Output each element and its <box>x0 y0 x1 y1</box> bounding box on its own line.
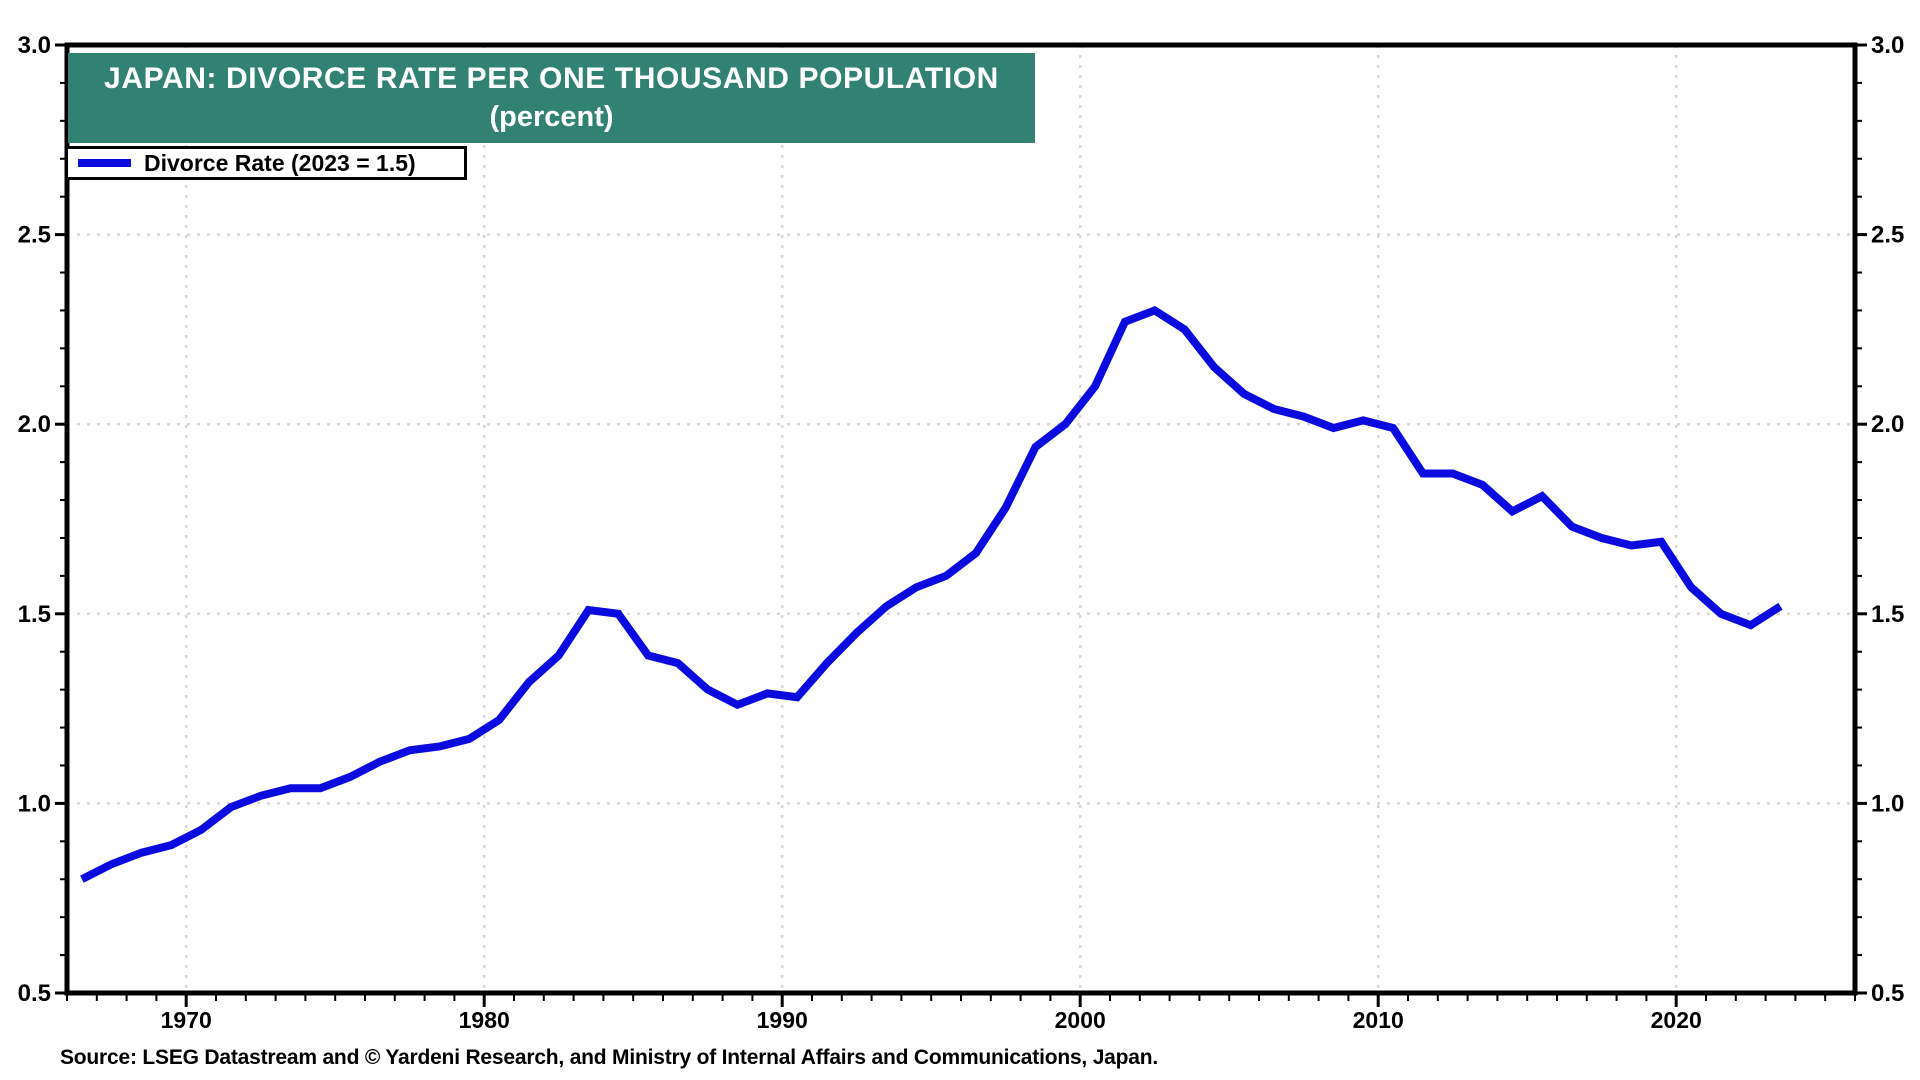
chart-title: JAPAN: DIVORCE RATE PER ONE THOUSAND POP… <box>104 62 999 95</box>
legend-label: Divorce Rate (2023 = 1.5) <box>144 149 416 176</box>
y-axis-tick-label-left: 1.5 <box>18 601 51 628</box>
source-note: Source: LSEG Datastream and © Yardeni Re… <box>60 1046 1159 1069</box>
chart-subtitle: (percent) <box>489 101 614 133</box>
legend-line-swatch <box>78 159 131 167</box>
y-axis-tick-label-left: 1.0 <box>18 790 51 817</box>
y-axis-tick-label-right: 1.0 <box>1871 790 1904 817</box>
y-axis-tick-label-right: 3.0 <box>1871 32 1904 59</box>
x-axis-tick-label: 2010 <box>1353 1007 1404 1033</box>
y-axis-tick-label-right: 2.0 <box>1871 411 1904 438</box>
y-axis-tick-label-left: 2.0 <box>18 411 51 438</box>
x-axis-tick-label: 1970 <box>161 1007 212 1033</box>
chart-title-box: JAPAN: DIVORCE RATE PER ONE THOUSAND POP… <box>68 53 1035 143</box>
y-axis-tick-label-left: 2.5 <box>18 222 51 249</box>
divorce-rate-line <box>80 305 1783 883</box>
x-axis-tick-label: 2020 <box>1651 1007 1702 1033</box>
x-axis-tick-label: 1980 <box>459 1007 510 1033</box>
x-axis-tick-label: 2000 <box>1055 1007 1106 1033</box>
y-axis-tick-label-left: 3.0 <box>18 32 51 59</box>
y-axis-tick-label-right: 2.5 <box>1871 222 1904 249</box>
y-axis-tick-label-right: 1.5 <box>1871 601 1904 628</box>
y-axis-tick-label-right: 0.5 <box>1871 980 1904 1007</box>
y-axis-tick-label-left: 0.5 <box>18 980 51 1007</box>
legend: Divorce Rate (2023 = 1.5) <box>65 146 467 180</box>
x-axis-tick-label: 1990 <box>757 1007 808 1033</box>
